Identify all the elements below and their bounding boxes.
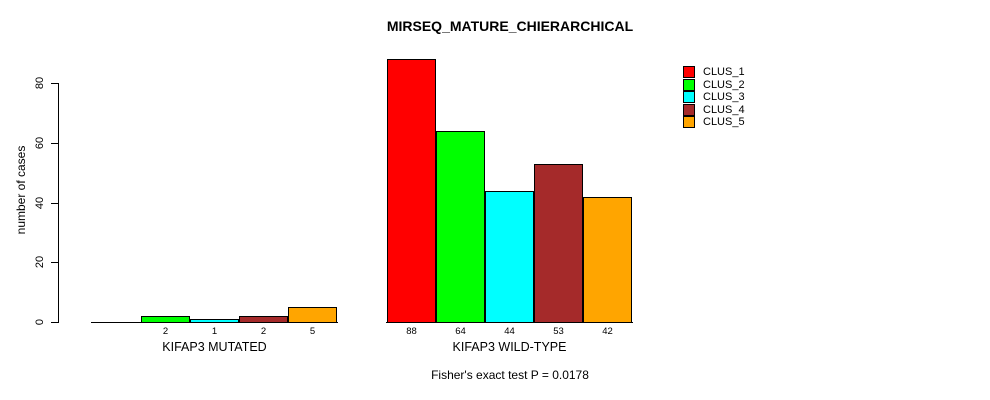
legend-label: CLUS_3 — [703, 91, 745, 104]
bar-value-label: 64 — [455, 326, 466, 337]
bar-clus_4-wildtype — [534, 164, 583, 323]
bar-clus_2-mutated — [141, 316, 190, 323]
bar-clus_4-mutated — [239, 316, 288, 323]
legend-label: CLUS_4 — [703, 103, 745, 116]
legend-swatch-icon — [683, 103, 695, 116]
y-tick-label: 40 — [34, 196, 46, 210]
y-tick-label: 80 — [34, 76, 46, 90]
chart-title: MIRSEQ_MATURE_CHIERARCHICAL — [386, 18, 634, 34]
y-tick-label: 60 — [34, 136, 46, 150]
y-tick — [51, 143, 58, 144]
bar-value-label: 53 — [553, 326, 564, 337]
bar-value-label: 42 — [602, 326, 613, 337]
y-tick — [51, 322, 58, 323]
y-axis-label: number of cases — [14, 145, 28, 235]
legend-label: CLUS_5 — [703, 116, 745, 129]
bar-clus_3-mutated — [190, 319, 239, 323]
legend-label: CLUS_1 — [703, 66, 745, 78]
bar-value-label: 2 — [162, 326, 169, 337]
y-tick — [51, 262, 58, 263]
y-tick-label: 20 — [34, 255, 46, 269]
bar-value-label: 2 — [260, 326, 267, 337]
legend-swatch-icon — [683, 91, 695, 104]
bar-value-label: 88 — [406, 326, 417, 337]
bar-clus_5-wildtype — [583, 197, 632, 323]
legend-label: CLUS_2 — [703, 78, 745, 91]
fisher-test-annotation: Fisher's exact test P = 0.0178 — [431, 368, 589, 382]
x-group-label: KIFAP3 MUTATED — [162, 340, 267, 354]
bar-clus_3-wildtype — [485, 191, 534, 323]
bar-clus_1-wildtype — [387, 59, 436, 323]
y-axis-line — [58, 83, 59, 323]
y-tick-label: 0 — [34, 318, 46, 326]
x-group-label: KIFAP3 WILD-TYPE — [452, 340, 567, 354]
bar-value-label: 5 — [309, 326, 316, 337]
y-tick — [51, 203, 58, 204]
bar-value-label: 44 — [504, 326, 515, 337]
legend-swatch-icon — [683, 116, 695, 129]
y-tick — [51, 83, 58, 84]
legend-swatch-icon — [683, 78, 695, 91]
bar-value-label: 1 — [211, 326, 218, 337]
bar-clus_5-mutated — [288, 307, 337, 323]
bar-clus_2-wildtype — [436, 131, 485, 323]
legend-swatch-icon — [683, 66, 695, 78]
